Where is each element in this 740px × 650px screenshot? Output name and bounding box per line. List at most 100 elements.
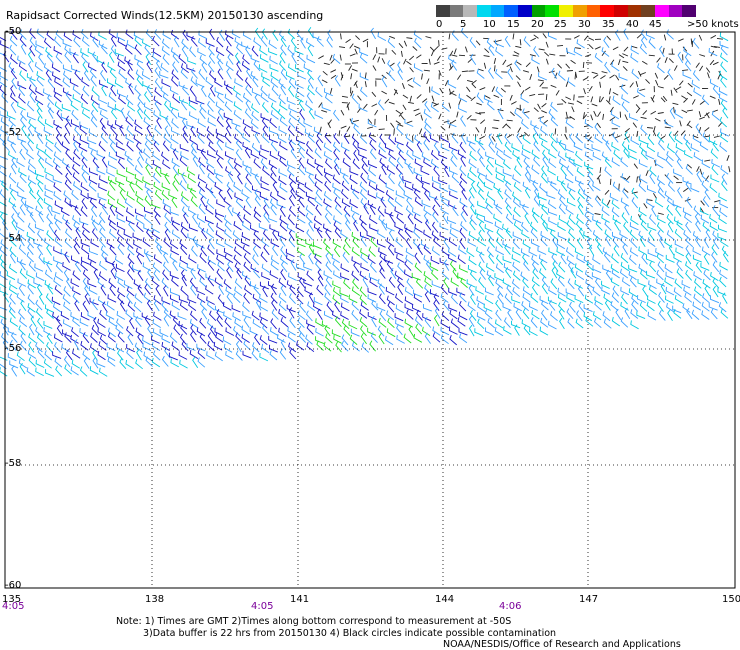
- wind-barb: [575, 133, 584, 144]
- wind-barb: [512, 231, 522, 240]
- wind-barb: [253, 267, 261, 279]
- wind-barb: [231, 29, 241, 39]
- wind-barb: [640, 116, 647, 119]
- wind-barb: [483, 181, 493, 191]
- wind-barb: [144, 44, 152, 55]
- wind-barb: [206, 158, 215, 169]
- wind-barb: [359, 270, 368, 281]
- wind-barb: [90, 238, 100, 248]
- wind-barb: [109, 142, 117, 154]
- wind-barb: [117, 37, 127, 47]
- wind-barb: [620, 261, 630, 272]
- wind-barb: [18, 235, 25, 247]
- wind-barb: [186, 166, 196, 176]
- wind-barb: [0, 37, 7, 42]
- legend-label: 20: [531, 19, 544, 30]
- wind-barb: [82, 85, 90, 97]
- wind-barb: [576, 310, 583, 322]
- credit-line: NOAA/NESDIS/Office of Research and Appli…: [443, 639, 681, 650]
- wind-barb: [341, 95, 348, 98]
- wind-barb: [413, 228, 421, 239]
- wind-barb: [596, 122, 601, 129]
- wind-barb: [396, 335, 405, 344]
- wind-barb: [360, 332, 367, 345]
- wind-barb: [225, 61, 234, 71]
- wind-barb: [701, 94, 710, 106]
- wind-barb: [270, 102, 279, 113]
- wind-barb: [224, 80, 233, 90]
- wind-barb: [685, 164, 693, 175]
- wind-barb: [441, 197, 449, 207]
- wind-barb: [8, 116, 16, 127]
- wind-barb: [585, 54, 592, 58]
- wind-barb: [693, 205, 701, 217]
- wind-barb: [98, 31, 107, 40]
- wind-barb: [279, 52, 286, 64]
- wind-barb: [10, 124, 17, 136]
- wind-barb: [522, 70, 530, 73]
- wind-barb: [633, 163, 638, 169]
- wind-barb: [35, 308, 44, 319]
- wind-barb: [449, 90, 455, 95]
- wind-barb: [278, 277, 287, 288]
- wind-barb: [433, 314, 440, 327]
- wind-barb: [449, 50, 454, 57]
- wind-barb: [656, 278, 666, 287]
- wind-barb: [541, 165, 548, 177]
- wind-barb: [271, 85, 279, 97]
- wind-barb: [124, 150, 133, 161]
- wind-barb: [548, 286, 557, 296]
- wind-barb: [670, 89, 673, 96]
- wind-barb: [424, 189, 431, 201]
- wind-barb: [413, 289, 423, 298]
- wind-barb: [522, 108, 530, 119]
- wind-barb: [259, 318, 268, 329]
- wind-barb: [279, 60, 287, 72]
- wind-barb: [198, 189, 207, 200]
- wind-barb: [512, 238, 520, 250]
- wind-barb: [269, 270, 279, 279]
- wind-barb: [127, 59, 133, 71]
- wind-barb: [333, 270, 342, 280]
- wind-barb: [719, 276, 727, 288]
- wind-barb: [460, 277, 468, 288]
- wind-barb: [550, 180, 558, 191]
- wind-barb: [152, 159, 162, 169]
- wind-barb: [161, 189, 170, 201]
- wind-barb: [441, 101, 450, 112]
- wind-barb: [388, 156, 396, 168]
- wind-barb: [152, 318, 161, 328]
- wind-barb: [19, 172, 27, 184]
- wind-barb: [8, 263, 18, 274]
- wind-barb: [443, 237, 450, 250]
- wind-barb: [209, 85, 216, 97]
- wind-barb: [704, 127, 710, 132]
- wind-barb: [391, 49, 397, 55]
- wind-barb: [298, 325, 305, 337]
- wind-barb: [378, 149, 387, 159]
- wind-barb: [243, 292, 250, 304]
- wind-barb: [325, 276, 333, 288]
- wind-barb: [567, 318, 575, 329]
- wind-barb: [673, 308, 682, 319]
- wind-barb: [532, 133, 539, 145]
- wind-barb: [368, 273, 378, 282]
- wind-barb: [448, 253, 457, 263]
- wind-barb: [604, 61, 611, 73]
- wind-barb: [539, 133, 548, 143]
- wind-barb: [81, 156, 88, 169]
- wind-barb: [407, 213, 414, 225]
- lon-label: 141: [290, 594, 310, 605]
- wind-barb: [396, 124, 404, 136]
- wind-barb: [378, 293, 386, 305]
- wind-barb: [466, 279, 476, 288]
- wind-barb: [647, 127, 654, 129]
- wind-barb: [514, 108, 523, 119]
- wind-barb: [630, 53, 639, 63]
- wind-barb: [261, 72, 270, 81]
- wind-barb: [17, 230, 26, 240]
- wind-barb: [583, 304, 593, 313]
- wind-barb: [306, 54, 316, 64]
- wind-barb: [558, 139, 566, 151]
- wind-barb: [397, 68, 404, 80]
